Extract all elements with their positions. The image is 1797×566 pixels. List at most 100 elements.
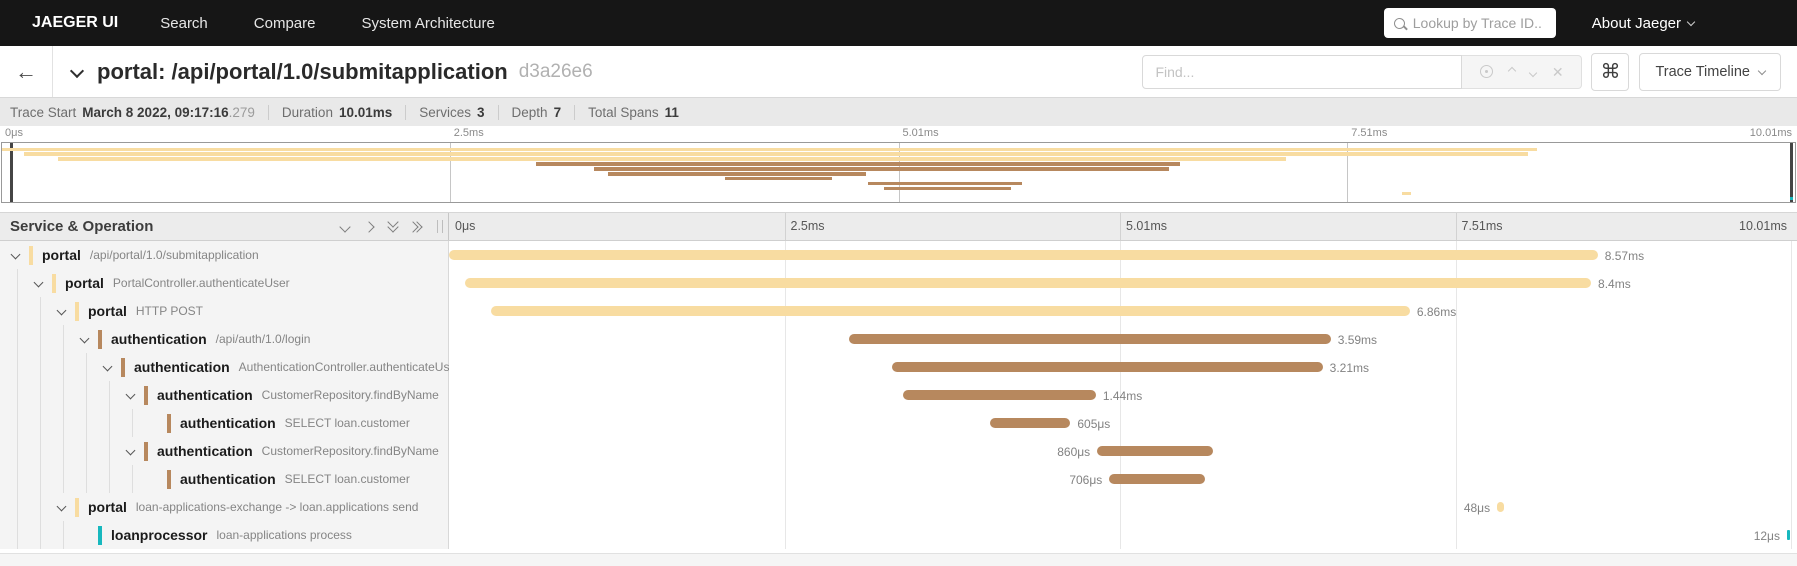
- nav-item-compare[interactable]: Compare: [253, 14, 316, 32]
- chevron-down-icon: [79, 333, 90, 343]
- span-row[interactable]: authentication CustomerRepository.findByN…: [0, 381, 1797, 409]
- span-duration-label: 6.86ms: [1416, 304, 1457, 319]
- minimap-right-scrubber[interactable]: [1790, 143, 1793, 202]
- indent-guide: [17, 325, 18, 353]
- span-name-cell[interactable]: authentication CustomerRepository.findByN…: [0, 437, 449, 465]
- span-duration-bar[interactable]: [490, 306, 1410, 316]
- span-duration-bar[interactable]: [465, 278, 1592, 288]
- app-logo[interactable]: JAEGER UI: [32, 14, 119, 31]
- span-name-cell[interactable]: portal HTTP POST: [0, 297, 449, 325]
- timeline-gridline: [1791, 241, 1792, 549]
- span-row[interactable]: authentication CustomerRepository.findByN…: [0, 437, 1797, 465]
- service-color-chip: [98, 329, 102, 349]
- indent-guide: [86, 437, 87, 465]
- trace-view-selector[interactable]: Trace Timeline: [1639, 52, 1781, 91]
- span-expand-toggle[interactable]: [79, 333, 98, 343]
- service-color-chip: [29, 245, 33, 265]
- ruler-tick-label: 5.01ms: [1126, 219, 1167, 233]
- span-expand-toggle[interactable]: [33, 277, 52, 287]
- span-expand-toggle[interactable]: [56, 305, 75, 315]
- span-service-name: portal: [88, 303, 127, 319]
- focus-match-icon[interactable]: [1480, 65, 1494, 78]
- span-name-cell[interactable]: portal PortalController.authenticateUser: [0, 269, 449, 297]
- trace-title: portal: /api/portal/1.0/submitapplicatio…: [97, 58, 508, 84]
- span-name-cell[interactable]: portal loan-applications-exchange -> loan…: [0, 493, 449, 521]
- trace-id: d3a26e6: [518, 60, 593, 82]
- trace-collapse-toggle[interactable]: [69, 63, 85, 81]
- indent-guide: [17, 297, 18, 325]
- clear-find-icon[interactable]: ✕: [1551, 63, 1564, 80]
- span-row[interactable]: loanprocessor loan-applications process 12…: [0, 521, 1797, 549]
- expand-one-icon[interactable]: [363, 220, 375, 233]
- collapse-all-icon[interactable]: [387, 216, 399, 233]
- span-duration-bar[interactable]: [848, 334, 1331, 344]
- span-name-cell[interactable]: loanprocessor loan-applications process: [0, 521, 449, 549]
- span-duration-label: 605μs: [1077, 416, 1111, 431]
- minimap-left-scrubber[interactable]: [10, 143, 13, 202]
- span-expand-toggle[interactable]: [56, 501, 75, 511]
- keyboard-shortcuts-button[interactable]: ⌘: [1591, 52, 1630, 91]
- span-duration-bar[interactable]: [902, 390, 1096, 400]
- span-duration-bar[interactable]: [1786, 530, 1790, 540]
- expand-all-icon[interactable]: [407, 220, 423, 233]
- indent-guide: [132, 465, 133, 493]
- info-value: 7: [553, 104, 562, 120]
- about-jaeger-menu[interactable]: About Jaeger: [1592, 15, 1696, 32]
- span-duration-bar[interactable]: [1109, 474, 1205, 484]
- indent-guide: [63, 381, 64, 409]
- prev-match-icon[interactable]: [1507, 66, 1517, 76]
- span-row[interactable]: authentication SELECT loan.customer 706μs: [0, 465, 1797, 493]
- info-separator: [405, 104, 407, 120]
- trace-lookup-input[interactable]: [1412, 15, 1543, 31]
- span-duration-bar[interactable]: [891, 362, 1323, 372]
- indent-guide: [40, 409, 41, 437]
- span-duration-bar[interactable]: [1097, 446, 1213, 456]
- nav-item-system-architecture[interactable]: System Architecture: [361, 14, 495, 32]
- indent-guide: [132, 409, 133, 437]
- span-expand-toggle[interactable]: [102, 361, 121, 371]
- trace-info-item: Duration 10.01ms: [282, 105, 392, 120]
- trace-lookup-box[interactable]: [1383, 8, 1556, 38]
- span-row[interactable]: authentication/api/auth/1.0/login 3.59ms: [0, 325, 1797, 353]
- trace-view-label: Trace Timeline: [1655, 63, 1750, 80]
- minimap-canvas[interactable]: [1, 142, 1796, 203]
- collapse-controls: [339, 216, 423, 233]
- span-duration-bar[interactable]: [449, 250, 1598, 260]
- chevron-down-icon: [125, 445, 136, 455]
- indent-guide: [17, 381, 18, 409]
- span-duration-bar[interactable]: [1497, 502, 1504, 512]
- span-name-content: authentication AuthenticationController.a…: [102, 353, 449, 381]
- span-row[interactable]: portal PortalController.authenticateUser 8…: [0, 269, 1797, 297]
- next-match-icon[interactable]: [1529, 68, 1538, 78]
- span-expand-toggle[interactable]: [10, 249, 29, 259]
- minimap-span-bar: [1402, 191, 1412, 196]
- nav-links: Search Compare System Architecture: [160, 15, 541, 32]
- span-row[interactable]: portal/api/portal/1.0/submitapplication 8…: [0, 241, 1797, 269]
- span-row[interactable]: authentication AuthenticationController.a…: [0, 353, 1797, 381]
- service-operation-label: Service & Operation: [10, 218, 154, 235]
- span-name-cell[interactable]: authentication CustomerRepository.findByN…: [0, 381, 449, 409]
- collapse-one-icon[interactable]: [339, 220, 351, 233]
- span-row[interactable]: portal loan-applications-exchange -> loan…: [0, 493, 1797, 521]
- nav-item-search[interactable]: Search: [160, 14, 208, 32]
- column-resizer-grip[interactable]: [437, 220, 443, 233]
- span-name-cell[interactable]: authentication AuthenticationController.a…: [0, 353, 449, 381]
- span-row[interactable]: authentication SELECT loan.customer 605μs: [0, 409, 1797, 437]
- span-row[interactable]: portal HTTP POST 6.86ms: [0, 297, 1797, 325]
- span-duration-bar[interactable]: [989, 418, 1071, 428]
- span-operation-name: /api/portal/1.0/submitapplication: [89, 248, 259, 262]
- span-expand-toggle[interactable]: [125, 389, 144, 399]
- back-button[interactable]: ←: [0, 46, 53, 97]
- back-arrow-icon: ←: [15, 58, 37, 84]
- span-name-cell[interactable]: authentication/api/auth/1.0/login: [0, 325, 449, 353]
- span-name-cell[interactable]: portal/api/portal/1.0/submitapplication: [0, 241, 449, 269]
- span-service-name: authentication: [180, 471, 276, 487]
- info-label: Depth: [511, 104, 548, 120]
- info-label: Services: [419, 104, 472, 120]
- span-name-cell[interactable]: authentication SELECT loan.customer: [0, 409, 449, 437]
- span-name-cell[interactable]: authentication SELECT loan.customer: [0, 465, 449, 493]
- service-color-chip: [98, 525, 102, 545]
- chevron-down-icon: [33, 277, 44, 287]
- find-input[interactable]: [1142, 54, 1463, 89]
- span-expand-toggle[interactable]: [125, 445, 144, 455]
